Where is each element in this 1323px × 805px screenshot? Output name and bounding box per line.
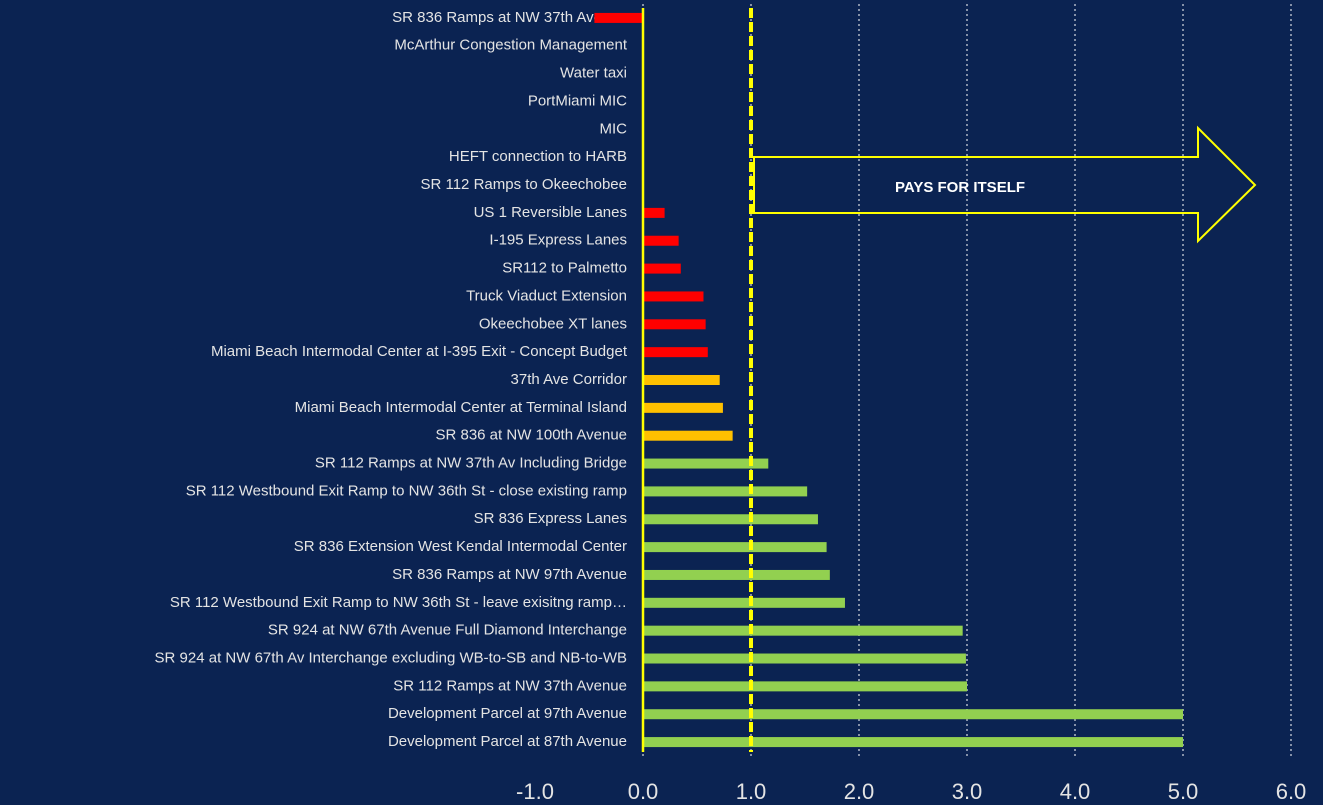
x-tick-label: -1.0 <box>516 779 554 804</box>
y-tick-label: SR 836 at NW 100th Avenue <box>435 427 627 444</box>
x-tick-label: 6.0 <box>1276 779 1307 804</box>
bar <box>643 569 830 580</box>
y-tick-label: SR 112 Ramps to Okeechobee <box>420 176 627 193</box>
y-tick-label: SR 112 Ramps at NW 37th Av Including Bri… <box>315 455 627 472</box>
bar <box>643 597 845 608</box>
bar <box>643 681 967 692</box>
y-tick-label: HEFT connection to HARB <box>449 148 627 165</box>
bar <box>643 235 679 246</box>
y-tick-label: SR 924 at NW 67th Avenue Full Diamond In… <box>268 622 627 639</box>
bar <box>643 709 1183 720</box>
y-tick-label: Okeechobee XT lanes <box>479 315 627 332</box>
bar <box>643 542 827 553</box>
y-tick-label: Miami Beach Intermodal Center at I-395 E… <box>211 343 628 360</box>
y-tick-label: Development Parcel at 97th Avenue <box>388 705 627 722</box>
y-tick-label: SR 112 Ramps at NW 37th Avenue <box>393 677 627 694</box>
y-tick-label: Water taxi <box>560 65 627 82</box>
x-tick-label: 1.0 <box>736 779 767 804</box>
annotation: PAYS FOR ITSELF <box>895 179 1025 196</box>
y-tick-label: SR 836 Extension West Kendal Intermodal … <box>294 538 627 555</box>
x-tick-label: 2.0 <box>844 779 875 804</box>
bar <box>643 319 706 330</box>
y-tick-label: I-195 Express Lanes <box>489 232 627 249</box>
bar <box>643 625 963 636</box>
bar <box>643 458 769 469</box>
bar <box>643 402 723 413</box>
bar <box>643 430 733 441</box>
bar <box>643 347 708 358</box>
y-tick-label: SR 924 at NW 67th Av Interchange excludi… <box>155 649 627 666</box>
y-tick-label: PortMiami MIC <box>528 92 627 109</box>
y-tick-label: US 1 Reversible Lanes <box>474 204 627 221</box>
y-tick-label: Development Parcel at 87th Avenue <box>388 733 627 750</box>
bar <box>643 737 1183 748</box>
y-tick-label: Miami Beach Intermodal Center at Termina… <box>295 399 627 416</box>
y-tick-label: McArthur Congestion Management <box>394 37 627 54</box>
x-tick-label: 5.0 <box>1168 779 1199 804</box>
y-tick-label: Truck Viaduct Extension <box>466 287 627 304</box>
y-tick-label: SR 112 Westbound Exit Ramp to NW 36th St… <box>186 482 627 499</box>
bar <box>643 291 704 302</box>
y-tick-label: MIC <box>600 120 628 137</box>
bar <box>643 375 720 385</box>
y-tick-label: SR 836 Ramps at NW 97th Avenue <box>392 566 627 583</box>
bar <box>594 12 643 23</box>
x-tick-label: 0.0 <box>628 779 659 804</box>
bar <box>643 514 818 525</box>
y-tick-label: 37th Ave Corridor <box>511 371 627 388</box>
y-tick-label: SR 836 Ramps at NW 37th Avenue <box>392 9 627 26</box>
bar <box>643 486 808 497</box>
bar <box>643 263 681 274</box>
y-tick-label: SR 836 Express Lanes <box>474 510 627 527</box>
y-tick-label: SR 112 Westbound Exit Ramp to NW 36th St… <box>170 594 627 611</box>
bar <box>643 207 665 218</box>
annotation-arrow <box>753 125 1257 244</box>
x-tick-label: 3.0 <box>952 779 983 804</box>
bar <box>643 653 966 664</box>
x-tick-label: 4.0 <box>1060 779 1091 804</box>
y-tick-label: SR112 to Palmetto <box>502 260 627 277</box>
